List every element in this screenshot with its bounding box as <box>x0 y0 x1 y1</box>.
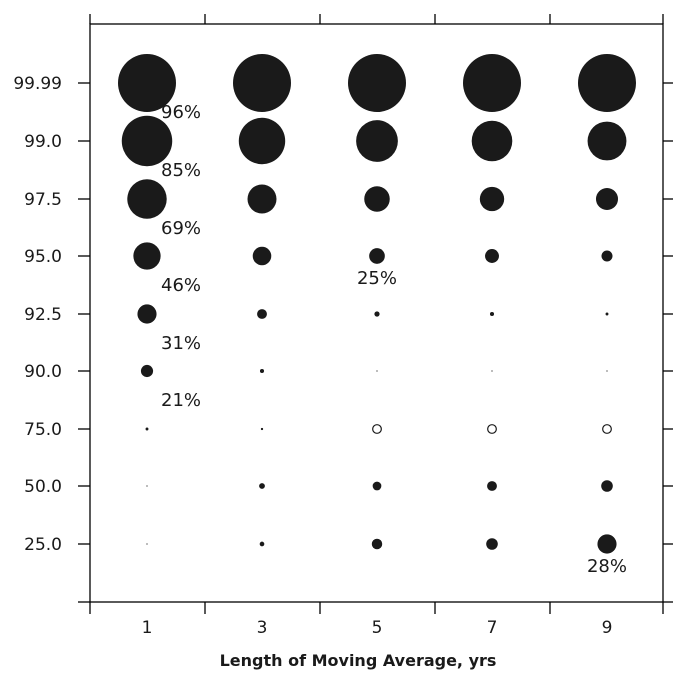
bubble <box>146 543 148 545</box>
annotations: 96% 85% 69% 46% 31% 21% 25% 28% <box>161 102 627 577</box>
bubble <box>348 54 406 112</box>
y-tick-labels: 99.99 99.0 97.5 95.0 92.5 90.0 75.0 50.0 25.0 <box>13 74 62 555</box>
percent-label: 21% <box>161 390 201 411</box>
bubble <box>140 364 154 378</box>
x-tick-label: 9 <box>602 618 613 638</box>
bubble-open <box>487 424 497 434</box>
percent-label: 25% <box>357 268 397 289</box>
x-tick-label: 7 <box>487 618 498 638</box>
bubble <box>606 370 608 372</box>
percent-label: 46% <box>161 275 201 296</box>
y-tick-label: 92.5 <box>24 305 62 325</box>
bubble <box>259 368 265 374</box>
bubble <box>118 54 176 112</box>
bubble <box>601 480 613 492</box>
bubble <box>364 186 390 212</box>
bubble <box>601 250 613 262</box>
bubble <box>260 427 264 431</box>
bubble <box>133 242 161 270</box>
percent-label: 31% <box>161 333 201 354</box>
bubble <box>259 541 265 547</box>
y-tick-label: 95.0 <box>24 247 62 267</box>
y-tick-label: 97.5 <box>24 190 62 210</box>
percent-label: 69% <box>161 218 201 239</box>
bubble <box>356 120 398 162</box>
chart-axes <box>78 14 673 614</box>
bubble <box>487 481 497 491</box>
x-tick-label: 3 <box>257 618 268 638</box>
bubble <box>369 248 385 264</box>
bubble <box>491 370 493 372</box>
bubble-open <box>372 424 382 434</box>
bubble <box>247 184 277 214</box>
bubble <box>145 427 149 431</box>
bubble <box>578 54 636 112</box>
y-tick-label: 25.0 <box>24 535 62 555</box>
bubble <box>146 485 148 487</box>
y-tick-label: 99.99 <box>13 74 62 94</box>
bubble <box>371 538 383 550</box>
bubble <box>374 311 380 317</box>
bubble <box>486 538 498 550</box>
bubble <box>463 54 521 112</box>
x-tick-labels: 1 3 5 7 9 <box>142 618 613 638</box>
percent-label: 28% <box>587 556 627 577</box>
x-tick-label: 5 <box>372 618 383 638</box>
y-tick-label: 50.0 <box>24 477 62 497</box>
bubble <box>252 246 272 266</box>
x-axis-title: Length of Moving Average, yrs <box>220 651 497 670</box>
y-tick-label: 99.0 <box>24 132 62 152</box>
bubble <box>471 120 513 162</box>
bubble <box>233 54 291 112</box>
bubble <box>605 312 609 316</box>
bubble <box>595 187 619 211</box>
bubble <box>121 115 173 167</box>
bubble <box>259 483 265 489</box>
bubble <box>489 311 495 317</box>
percent-label: 85% <box>161 160 201 181</box>
percent-label: 96% <box>161 102 201 123</box>
y-tick-label: 75.0 <box>24 420 62 440</box>
plot-frame <box>89 23 664 603</box>
bubble <box>127 179 167 219</box>
bubble <box>238 117 286 165</box>
bubble <box>376 370 378 372</box>
bubble <box>587 121 627 161</box>
x-tick-label: 1 <box>142 618 153 638</box>
bubble <box>479 186 505 212</box>
bubble <box>137 304 157 324</box>
bubble-open <box>602 424 612 434</box>
y-tick-label: 90.0 <box>24 362 62 382</box>
bubble <box>485 249 499 263</box>
bubble <box>257 309 267 319</box>
bubble <box>372 481 382 491</box>
bubbles <box>118 54 636 554</box>
bubble <box>597 534 617 554</box>
